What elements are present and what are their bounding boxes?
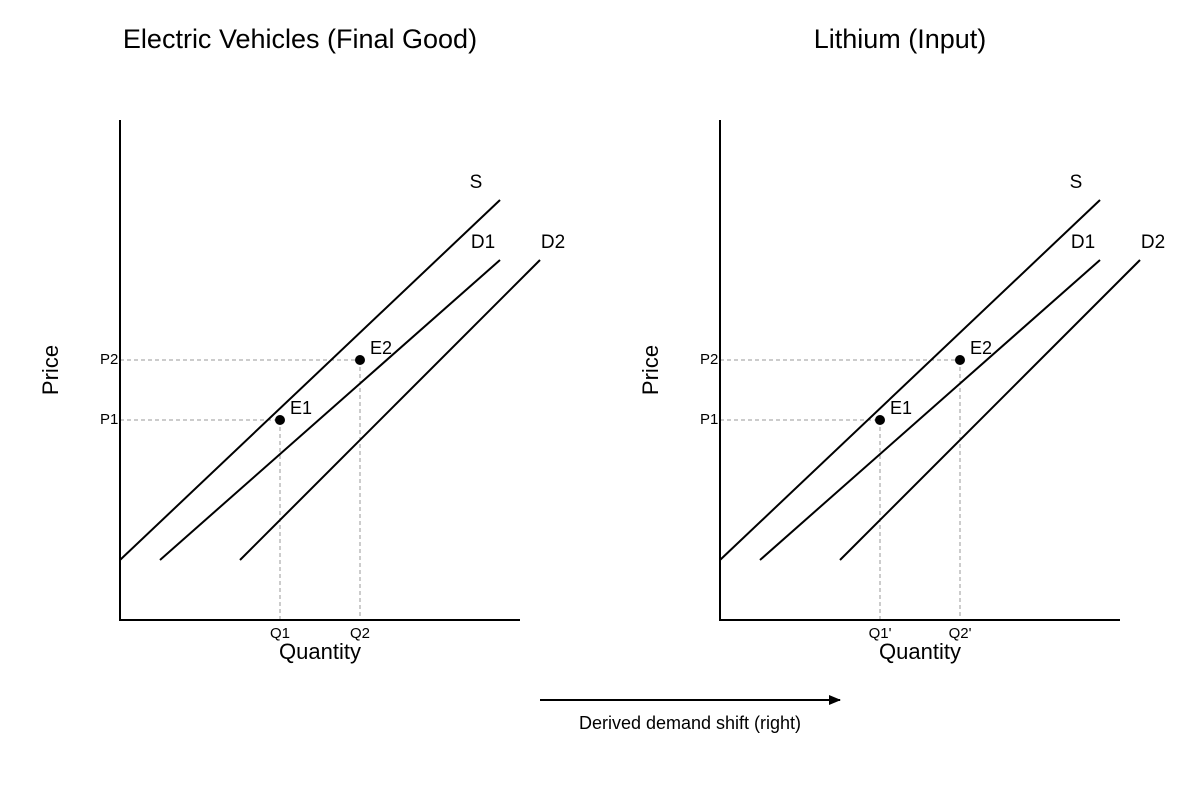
- curve: [759, 259, 1101, 561]
- equilibrium-point: [955, 355, 965, 365]
- curve: [239, 259, 541, 561]
- y-axis-title: Price: [638, 345, 663, 395]
- quantity-label: Q2: [350, 625, 370, 642]
- panel-title: Lithium (Input): [814, 24, 987, 54]
- equilibrium-point: [875, 415, 885, 425]
- price-label: P1': [700, 411, 721, 428]
- axes: [719, 120, 1120, 621]
- curve: [119, 199, 501, 561]
- price-label: P1: [100, 411, 118, 428]
- equilibrium-point: [275, 415, 285, 425]
- quantity-label: Q2': [949, 625, 972, 642]
- price-label: P2: [100, 351, 118, 368]
- x-axis-title: Quantity: [879, 639, 961, 664]
- quantity-label: Q1': [869, 625, 892, 642]
- point-label: E1: [290, 398, 312, 418]
- arrow-label: Derived demand shift (right): [579, 713, 801, 733]
- y-axis-title: Price: [38, 345, 63, 395]
- point-label: E2: [970, 338, 992, 358]
- curve: [159, 259, 501, 561]
- equilibrium-point: [355, 355, 365, 365]
- x-axis-title: Quantity: [279, 639, 361, 664]
- curve: [839, 259, 1141, 561]
- point-label: E2: [370, 338, 392, 358]
- price-label: P2': [700, 351, 721, 368]
- quantity-label: Q1: [270, 625, 290, 642]
- curve-label: D1: [1071, 232, 1095, 253]
- curve: [719, 199, 1101, 561]
- curve-label: D2: [1141, 232, 1165, 253]
- axes: [119, 120, 520, 621]
- point-label: E1: [890, 398, 912, 418]
- curve-label: S: [470, 172, 483, 193]
- panel-title: Electric Vehicles (Final Good): [123, 24, 477, 54]
- curve-label: S: [1070, 172, 1083, 193]
- curve-label: D2: [541, 232, 565, 253]
- curve-label: D1: [471, 232, 495, 253]
